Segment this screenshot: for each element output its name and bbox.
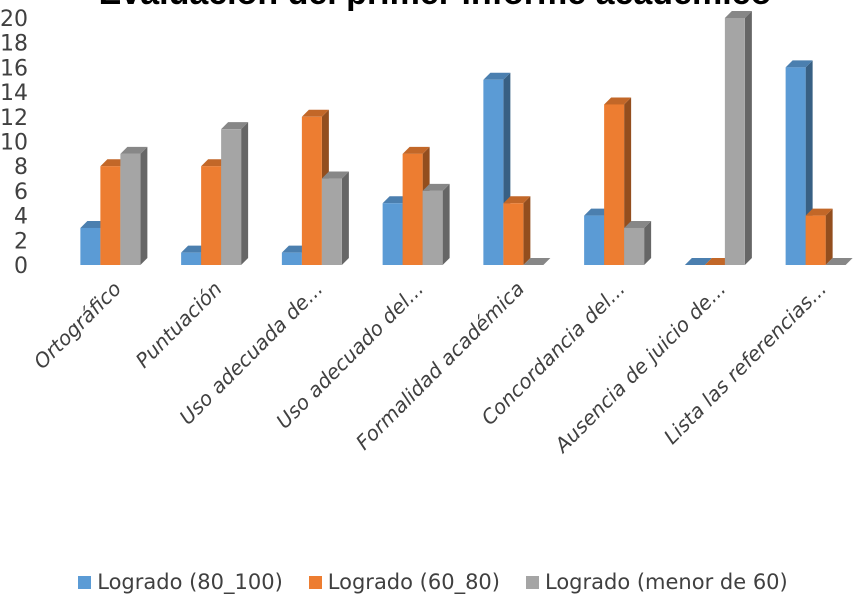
bar-top	[120, 146, 148, 154]
bar-top	[785, 60, 813, 68]
bar	[321, 171, 349, 265]
y-tick-label: 18	[0, 32, 28, 57]
bar	[120, 146, 148, 265]
y-tick-label: 0	[14, 254, 28, 279]
bar-top	[483, 72, 511, 80]
y-tick-label: 20	[0, 7, 28, 32]
bar-top	[624, 220, 652, 228]
bar-top	[321, 171, 349, 179]
bar-front	[624, 227, 645, 265]
bar-front	[181, 252, 202, 265]
y-tick-label: 10	[0, 131, 28, 156]
bar-side	[825, 208, 833, 265]
bar-side	[442, 183, 450, 265]
bar-side	[140, 146, 148, 265]
bar-top	[724, 11, 752, 18]
bar-front	[604, 104, 625, 265]
legend-item: Logrado (80_100)	[78, 570, 283, 594]
bar-front	[301, 116, 322, 265]
legend-item: Logrado (menor de 60)	[526, 570, 788, 594]
bar	[624, 220, 652, 265]
x-tick-label: Formalidad académica	[351, 277, 529, 455]
bar-front	[503, 203, 524, 265]
bar	[422, 183, 450, 265]
y-tick-label: 16	[0, 56, 28, 81]
bar-side	[744, 11, 752, 265]
bar-side	[523, 196, 531, 265]
bar-top	[221, 122, 249, 130]
bar-front	[221, 129, 242, 265]
bar-chart: Evaluación del primer informe académico …	[0, 0, 853, 459]
bar-top	[503, 196, 531, 204]
bar-front	[281, 252, 302, 265]
bar-front	[321, 178, 342, 265]
bar-front	[382, 203, 403, 265]
bar-side	[341, 171, 349, 265]
bar	[684, 258, 712, 265]
bar-front	[120, 153, 141, 265]
bar	[724, 11, 752, 265]
bar-top	[825, 258, 853, 265]
bar-front	[100, 166, 121, 265]
bar-top	[604, 97, 632, 105]
y-tick-label: 2	[14, 229, 28, 254]
legend: Logrado (80_100) Logrado (60_80) Logrado (…	[0, 570, 866, 594]
bar-front	[805, 215, 826, 265]
y-tick-label: 6	[14, 180, 28, 205]
bar-top	[402, 146, 430, 154]
x-tick-label: Ausencia de juicio de...	[548, 277, 730, 459]
y-tick-label: 12	[0, 106, 28, 131]
bar-front	[483, 79, 504, 265]
y-tick-label: 8	[14, 155, 28, 180]
bar-front	[201, 166, 222, 265]
bar	[825, 258, 853, 265]
bar	[805, 208, 833, 265]
legend-item: Logrado (60_80)	[308, 570, 500, 594]
bar-front	[422, 190, 443, 265]
y-tick-label: 4	[14, 205, 28, 230]
bar-front	[80, 227, 101, 265]
bar	[503, 196, 531, 265]
y-tick-label: 14	[0, 81, 28, 106]
x-tick-label: Lista las referencias...	[659, 277, 831, 449]
bar-side	[241, 122, 249, 266]
legend-swatch	[308, 575, 322, 589]
legend-swatch	[526, 575, 539, 589]
bar	[523, 258, 551, 265]
bar	[221, 122, 249, 266]
x-tick-label: Puntuación	[131, 277, 227, 373]
bar-side	[644, 220, 652, 265]
bar-top	[684, 258, 712, 265]
bar-front	[724, 18, 745, 265]
legend-label: Logrado (80_100)	[97, 570, 283, 594]
bar-top	[301, 109, 329, 117]
bar-front	[584, 215, 605, 265]
legend-swatch	[78, 575, 92, 589]
legend-label: Logrado (60_80)	[327, 570, 500, 594]
chart-title: Evaluación del primer informe académico	[99, 0, 772, 12]
bar-front	[402, 153, 423, 265]
legend-label: Logrado (menor de 60)	[545, 570, 788, 594]
bar-top	[805, 208, 833, 216]
bar-top	[523, 258, 551, 265]
bar-top	[422, 183, 450, 191]
bar-front	[785, 67, 806, 266]
bars-group	[80, 11, 853, 266]
x-tick-label: Ortográfico	[29, 277, 126, 374]
